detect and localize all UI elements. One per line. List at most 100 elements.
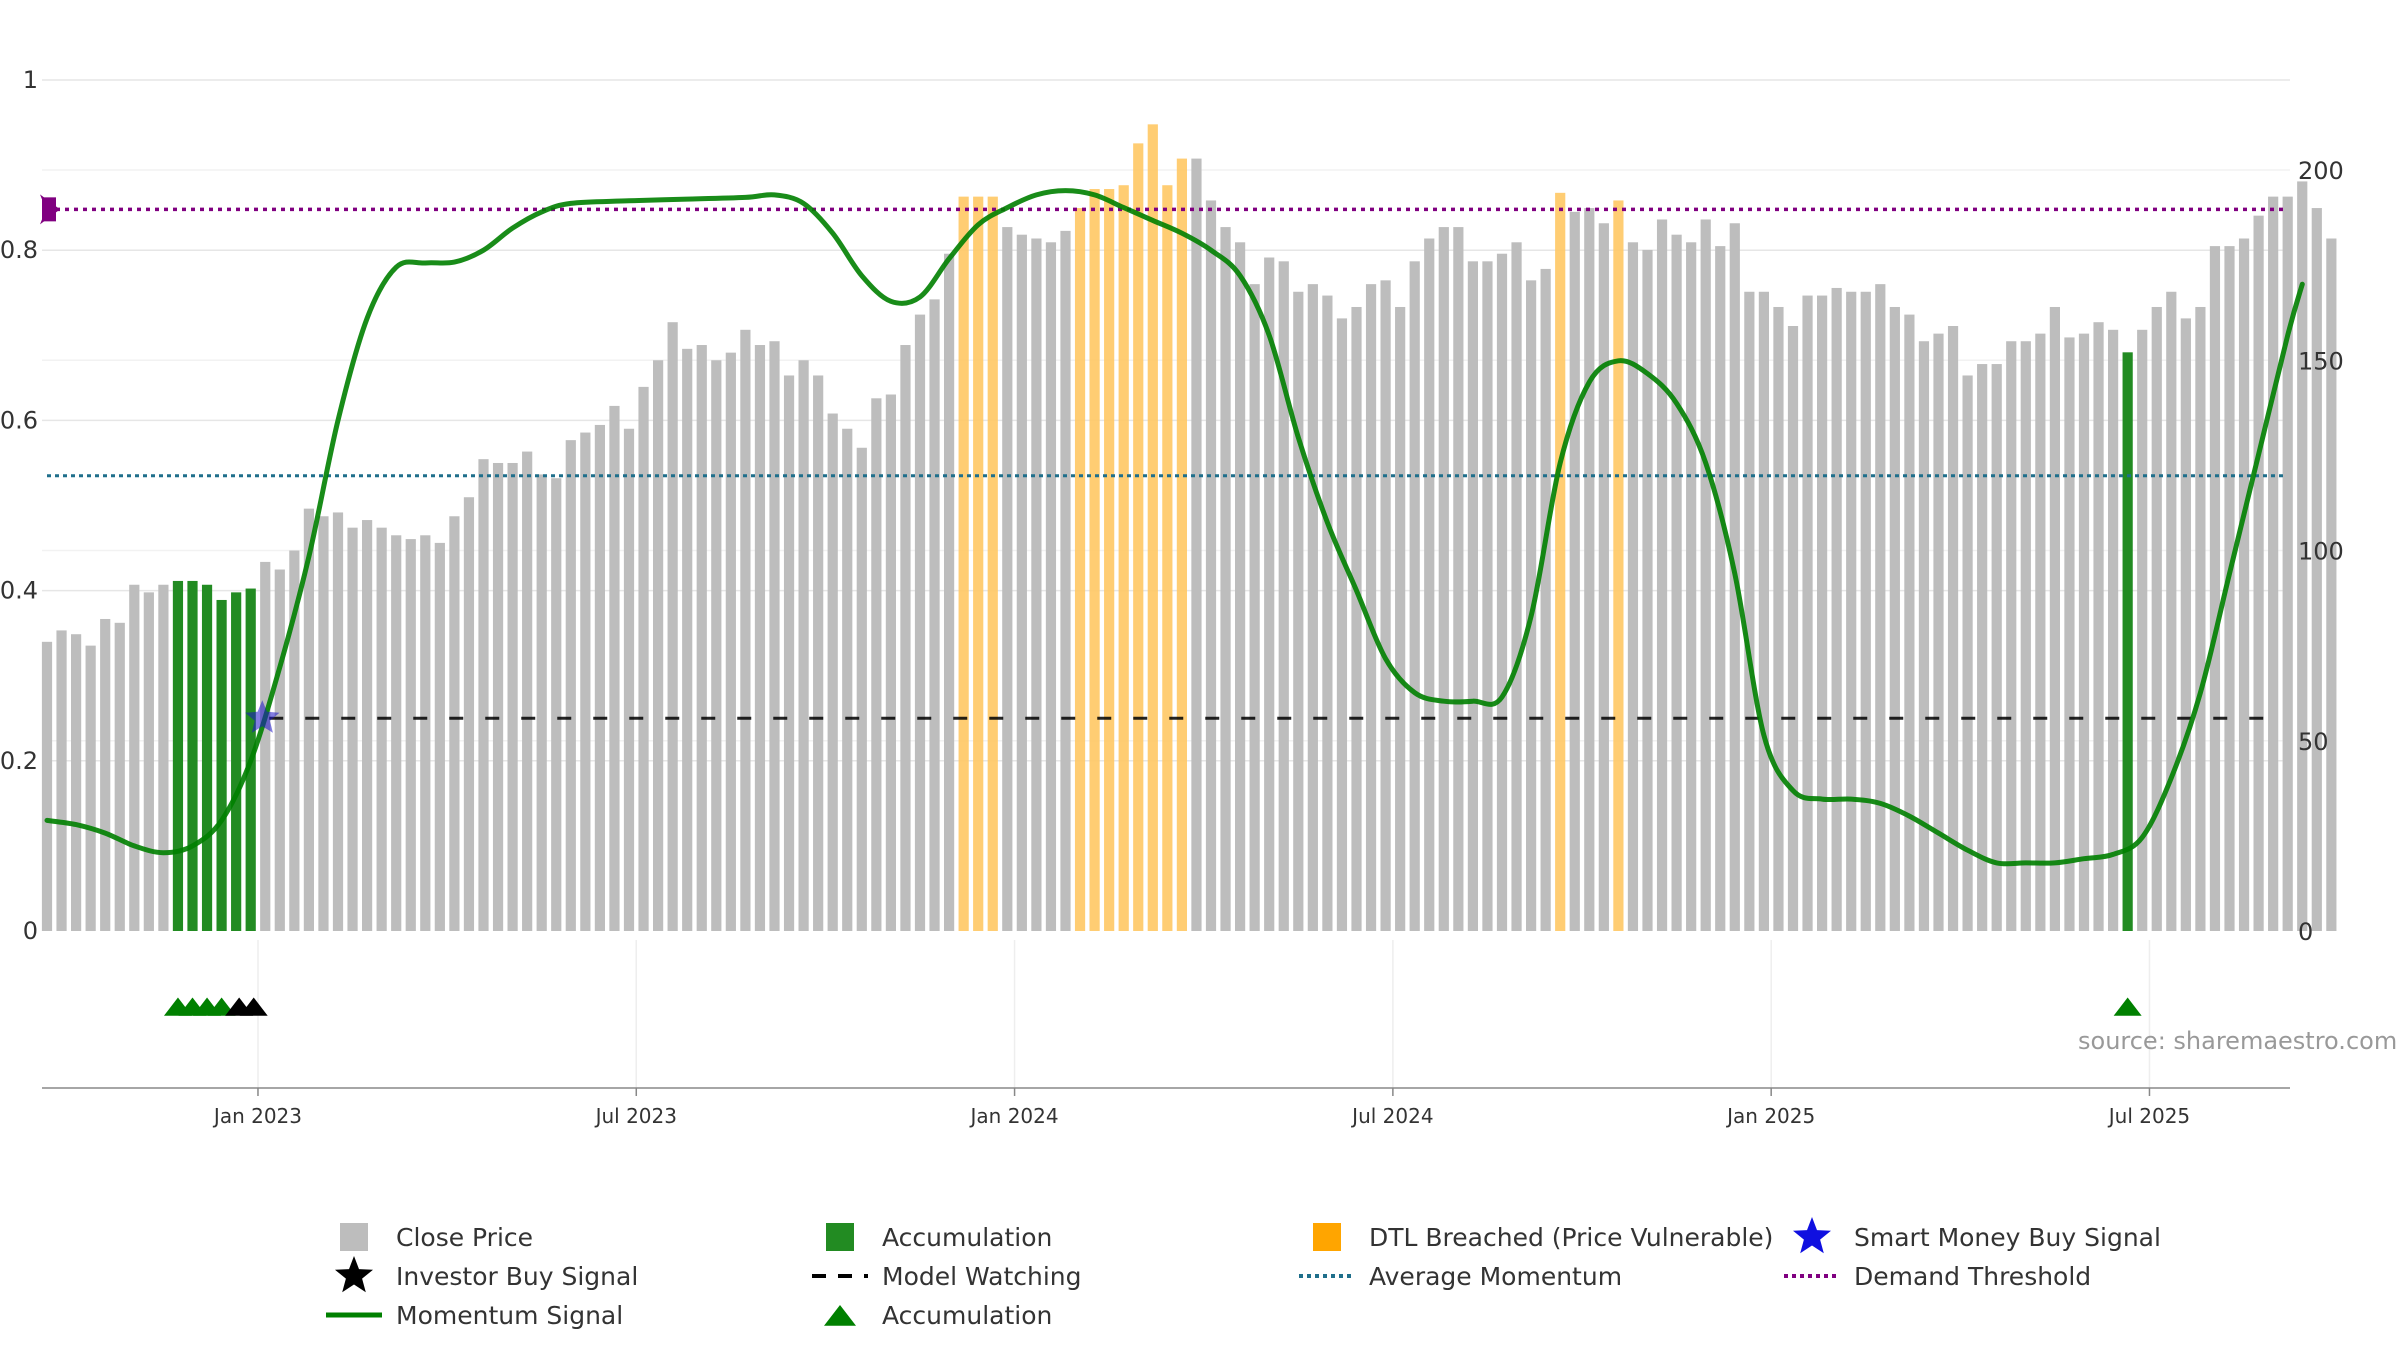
right-axis-tick-label: 200 [2298,157,2344,185]
legend-item-accum: Accumulation [826,1223,1052,1252]
close-price-bar [754,345,766,931]
left-axis-tick-label: 1 [23,66,38,94]
close-price-bar [1758,291,1769,931]
close-price-bar [2020,341,2031,932]
legend-swatch [826,1223,854,1251]
legend-item-investor: Investor Buy Signal [335,1256,638,1293]
close-price-bar [769,341,780,932]
close-price-bar [900,345,911,931]
x-axis-tick-label: Jul 2023 [594,1104,677,1128]
accumulation-bar [2122,352,2133,931]
close-price-bar [1686,242,1697,932]
close-price-bar [1365,284,1377,931]
close-price-bar [2108,329,2119,931]
close-price-bar [1438,227,1449,931]
close-price-bar [2078,333,2090,931]
close-price-bar [2282,196,2293,931]
close-price-bar [1671,234,1682,931]
close-price-bar [1453,227,1464,931]
legend-triangle-icon [824,1305,856,1326]
legend-swatch [340,1223,368,1251]
momentum-signal-line [44,188,2305,867]
close-price-bar [1569,211,1580,932]
left-axis-tick-label: 0 [23,917,38,945]
left-axis-tick-label: 0.8 [0,236,38,264]
dtl-breached-bar [1074,208,1086,932]
close-price-bar [565,440,576,931]
close-price-bar [551,478,562,931]
close-price-bar [2238,238,2250,932]
legend-label: Momentum Signal [396,1301,623,1330]
accumulation-bar [216,599,227,931]
close-price-bar [2180,318,2191,931]
close-price-bar [1380,280,1391,932]
legend-item-close: Close Price [340,1223,533,1252]
close-price-bar [158,584,169,931]
close-price-bar [376,527,387,931]
legend-star-icon [1793,1217,1831,1254]
close-price-bar [1947,326,1959,931]
close-price-bar [653,360,664,931]
close-price-bar [1715,246,1726,932]
smart-money-buy-star [245,700,280,733]
close-price-bar [41,641,53,931]
close-price-bar [289,550,300,931]
accumulation-bar [231,592,242,931]
close-price-bar [143,592,154,931]
close-price-bar [1656,219,1668,932]
close-price-bar [725,352,736,931]
dtl-breached-bar [1147,124,1158,932]
close-price-bar [1409,261,1420,931]
demand-threshold-marker-body [42,197,56,222]
source-label: source: sharemaestro.com [2078,1027,2397,1055]
close-price-bar [100,618,111,931]
close-price-bar [1511,242,1522,932]
close-price-bar [1962,375,1973,932]
close-price-bar [434,542,445,931]
close-price-bar [71,634,82,931]
close-price-bar [1336,318,1348,931]
signal-lines-layer [44,188,2305,867]
price-bars-layer [41,124,2337,932]
close-price-bar [1933,333,1944,931]
close-price-bar [1205,200,1217,931]
close-price-bar [1860,291,1871,931]
close-price-bar [318,516,329,931]
close-price-bar [1584,208,1595,932]
legend: Close Price Accumulation DTL Breached (Pri… [326,1217,2161,1330]
close-price-bar [813,375,824,932]
close-price-bar [536,474,547,931]
close-price-bar [1060,230,1071,931]
legend-label: Investor Buy Signal [396,1262,638,1291]
close-price-bar [347,527,358,931]
close-price-bar [667,322,678,931]
close-price-bar [783,375,795,932]
close-price-bar [1235,242,1246,932]
legend-label: DTL Breached (Price Vulnerable) [1369,1223,1773,1252]
close-price-bar [129,584,140,931]
close-price-bar [2093,322,2104,931]
accumulation-bar [187,580,198,931]
close-price-bar [740,329,751,931]
left-axis-tick-label: 0.4 [0,577,38,605]
legend-item-avgmom: Average Momentum [1299,1262,1622,1291]
legend-item-momentum: Momentum Signal [326,1301,623,1330]
legend-label: Average Momentum [1369,1262,1622,1291]
left-axis-tick-label: 0.2 [0,747,38,775]
close-price-bar [2209,246,2221,932]
close-price-bar [274,569,285,931]
close-price-bar [85,645,96,932]
close-price-bar [594,424,605,931]
close-price-bar [1875,284,1886,931]
close-price-bar [2195,306,2206,932]
close-price-bar [871,398,882,931]
close-price-bar [2151,306,2162,932]
close-price-bar [1977,364,1988,931]
dtl-breached-bar [958,196,969,931]
close-price-bar [1846,291,1857,931]
close-price-bar [1817,295,1828,931]
close-price-bar [2049,306,2060,932]
close-price-bar [332,512,344,931]
